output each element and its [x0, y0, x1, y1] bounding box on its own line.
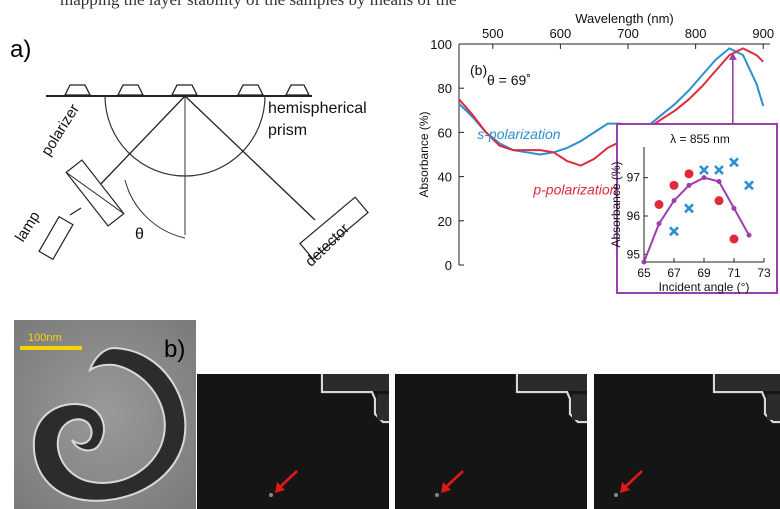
theta-label: θ — [135, 226, 144, 243]
inset-s-point — [699, 165, 709, 175]
device-edge-1 — [320, 374, 389, 424]
y-tick-label: 80 — [438, 81, 452, 96]
caption-fragment: mapping the layer stability of the sampl… — [0, 0, 780, 16]
x-tick-label: 600 — [550, 26, 572, 41]
inset-y-tick-label: 95 — [627, 247, 641, 261]
particle-5 — [284, 84, 311, 96]
particle-spot-1 — [269, 493, 273, 497]
reflected-ray — [184, 95, 316, 221]
particle-3 — [170, 84, 199, 96]
inset-fit-point — [731, 205, 737, 211]
theta-annotation: θ = 69˚ — [487, 72, 531, 88]
tem-image: 100nm — [14, 320, 196, 509]
particle-1 — [63, 84, 92, 96]
red-arrow-1 — [278, 470, 298, 489]
inset-y-tick-label: 97 — [627, 171, 641, 185]
lamp-connector — [69, 207, 82, 216]
panel-a-label: a) — [10, 36, 32, 63]
detector-box — [299, 196, 369, 260]
inset-fit-point — [671, 198, 677, 204]
particle-spot-2 — [435, 493, 439, 497]
scale-bar — [20, 346, 82, 350]
y-tick-label: 40 — [438, 170, 452, 185]
inset-x-tick-label: 65 — [637, 266, 651, 280]
prism-label: prism — [268, 122, 308, 139]
inset-s-point — [669, 226, 679, 237]
y-tick-label: 20 — [438, 214, 452, 229]
inset-p-point — [654, 200, 664, 209]
inset-s-point — [744, 180, 754, 191]
series-label-s: s-polarization — [477, 126, 560, 142]
inset-s-point — [684, 203, 694, 214]
device-edge-3 — [712, 374, 780, 424]
incident-ray — [94, 95, 186, 191]
inset-x-tick-label: 67 — [667, 266, 681, 280]
dark-field-image-3 — [594, 374, 780, 509]
series-label-p: p-polarization — [532, 181, 617, 197]
inset-s-point — [729, 157, 739, 168]
particle-spot-3 — [614, 493, 618, 497]
theta-arc — [124, 179, 186, 239]
y-tick-label: 60 — [438, 125, 452, 140]
inset-title: λ = 855 nm — [670, 132, 730, 146]
y-tick-label: 100 — [430, 37, 452, 52]
inset-fit-point — [716, 179, 722, 184]
inset-p-point — [669, 180, 679, 190]
x-axis-title: Wavelength (nm) — [575, 11, 674, 26]
particle-4 — [236, 84, 265, 96]
inset-y-tick-label: 96 — [627, 209, 641, 223]
prism-setup-diagram — [38, 84, 369, 261]
red-arrow-3 — [623, 470, 643, 489]
curve-p-polarization — [458, 47, 764, 167]
inset-fit-point — [641, 259, 647, 265]
x-tick-label: 700 — [617, 26, 639, 41]
peak-arrowhead — [728, 52, 737, 60]
x-tick-label: 500 — [482, 26, 504, 41]
x-tick-label: 800 — [685, 26, 707, 41]
inset-p-point — [684, 169, 694, 179]
inset-y-title: Absorbance (%) — [609, 161, 623, 247]
red-arrow-2 — [444, 470, 464, 489]
inset-p-point — [729, 234, 739, 244]
inset-x-tick-label: 69 — [697, 266, 711, 280]
absorbance-chart: 500 600 700 800 900 Wavelength (nm) 0 20 40 60 80 1… — [417, 11, 778, 294]
panel-b-label: b) — [164, 336, 186, 363]
chart-panel-tag: (b) — [470, 62, 488, 78]
inset-p-point — [714, 196, 724, 206]
inset-fit-line — [643, 176, 750, 263]
particle-2 — [116, 84, 145, 96]
tem-particle — [14, 320, 196, 509]
dark-field-image-1 — [197, 374, 389, 509]
hemispherical-label: hemispherical — [268, 100, 367, 117]
polarizer-box — [65, 159, 125, 227]
scale-bar-label: 100nm — [28, 332, 62, 344]
particles — [63, 84, 311, 96]
x-tick-label: 900 — [752, 26, 774, 41]
inset-x-tick-label: 71 — [727, 266, 741, 280]
crescent-particle — [32, 346, 187, 502]
inset-x-tick-label: 73 — [757, 266, 771, 280]
inset-x-title: Incident angle (°) — [659, 280, 750, 294]
lamp-box — [38, 215, 74, 261]
inset-fit-point — [656, 221, 662, 227]
y-tick-label: 0 — [445, 258, 452, 273]
y-axis-title: Absorbance (%) — [417, 111, 431, 197]
inset-fit-point — [701, 175, 707, 181]
inset-fit-point — [686, 182, 692, 188]
device-edge-2 — [515, 374, 587, 424]
dark-field-image-2 — [395, 374, 587, 509]
inset-fit-point — [746, 232, 752, 238]
inset-s-point — [714, 165, 724, 175]
